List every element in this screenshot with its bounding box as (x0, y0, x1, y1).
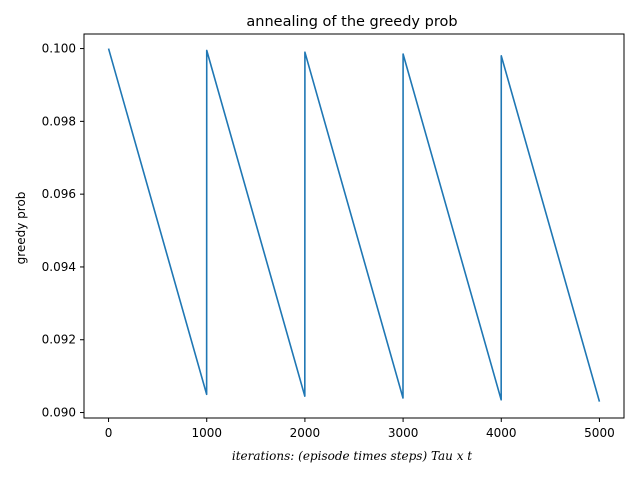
x-tick-label: 1000 (191, 426, 222, 440)
y-axis-ticks: 0.090 0.092 0.094 0.096 0.098 0.100 (42, 42, 84, 420)
series-line-0 (107, 48, 601, 402)
y-tick-label: 0.094 (42, 260, 76, 274)
axes-frame (83, 33, 625, 419)
x-tick-label: 0 (105, 426, 113, 440)
x-axis-ticks: 0 1000 2000 3000 4000 5000 (105, 418, 615, 440)
y-tick-label: 0.090 (42, 406, 76, 420)
y-axis-label: greedy prob (14, 192, 28, 265)
x-tick-label: 3000 (388, 426, 419, 440)
x-tick-label: 5000 (584, 426, 615, 440)
chart-title: annealing of the greedy prob (246, 14, 457, 30)
y-tick-label: 0.098 (42, 114, 76, 128)
y-tick-label: 0.096 (42, 187, 76, 201)
x-tick-label: 4000 (486, 426, 517, 440)
series-layer (107, 48, 601, 402)
y-tick-label: 0.092 (42, 333, 76, 347)
x-tick-label: 2000 (290, 426, 321, 440)
x-axis-label: iterations: (episode times steps) Tau x … (232, 449, 472, 463)
y-tick-label: 0.100 (42, 42, 76, 56)
